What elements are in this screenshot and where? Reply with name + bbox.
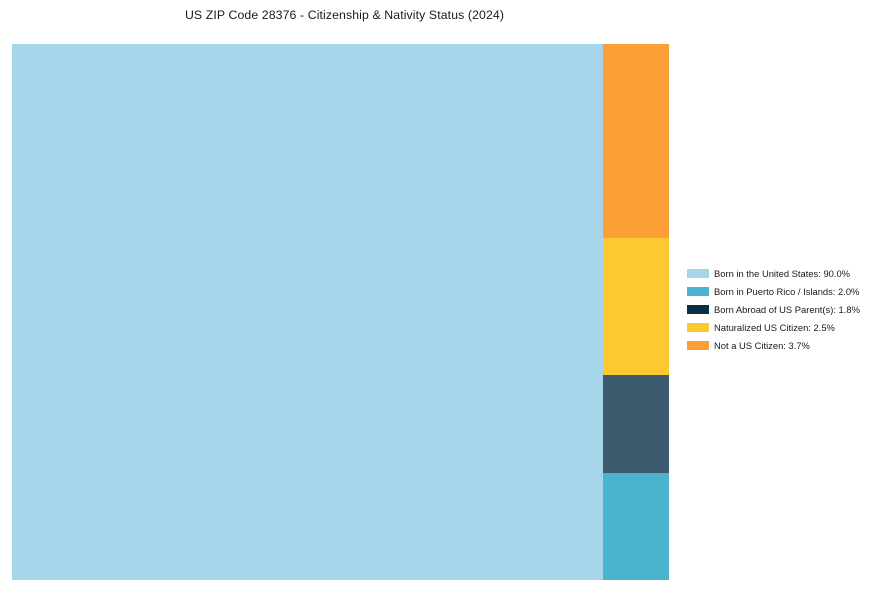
treemap-plot-area <box>12 44 669 580</box>
legend-item-label: Born in Puerto Rico / Islands: 2.0% <box>714 285 860 297</box>
legend-swatch-icon <box>687 304 709 314</box>
legend-item[interactable]: Naturalized US Citizen: 2.5% <box>687 318 883 336</box>
legend-item[interactable]: Not a US Citizen: 3.7% <box>687 336 883 354</box>
legend-swatch-icon <box>687 340 709 350</box>
treemap-tile-naturalized-us-citizen[interactable] <box>603 238 669 375</box>
legend-item-label: Born Abroad of US Parent(s): 1.8% <box>714 303 860 315</box>
legend-swatch-icon <box>687 322 709 332</box>
legend-swatch-icon <box>687 286 709 296</box>
chart-legend: Born in the United States: 90.0% Born in… <box>687 264 883 354</box>
legend-item[interactable]: Born in Puerto Rico / Islands: 2.0% <box>687 282 883 300</box>
chart-title: US ZIP Code 28376 - Citizenship & Nativi… <box>184 8 505 22</box>
treemap-tile-born-abroad-of-us-parents[interactable] <box>603 375 669 473</box>
legend-item-label: Not a US Citizen: 3.7% <box>714 339 810 351</box>
treemap-tile-not-a-us-citizen[interactable] <box>603 44 669 238</box>
legend-item-label: Born in the United States: 90.0% <box>714 267 851 279</box>
treemap-tile-born-in-the-united-states[interactable] <box>12 44 603 580</box>
legend-swatch-icon <box>687 268 709 278</box>
treemap-column-other <box>603 44 669 580</box>
legend-item[interactable]: Born Abroad of US Parent(s): 1.8% <box>687 300 883 318</box>
legend-item[interactable]: Born in the United States: 90.0% <box>687 264 883 282</box>
treemap-tile-born-in-puerto-rico-islands[interactable] <box>603 473 669 580</box>
treemap-column-native <box>12 44 603 580</box>
legend-item-label: Naturalized US Citizen: 2.5% <box>714 321 835 333</box>
